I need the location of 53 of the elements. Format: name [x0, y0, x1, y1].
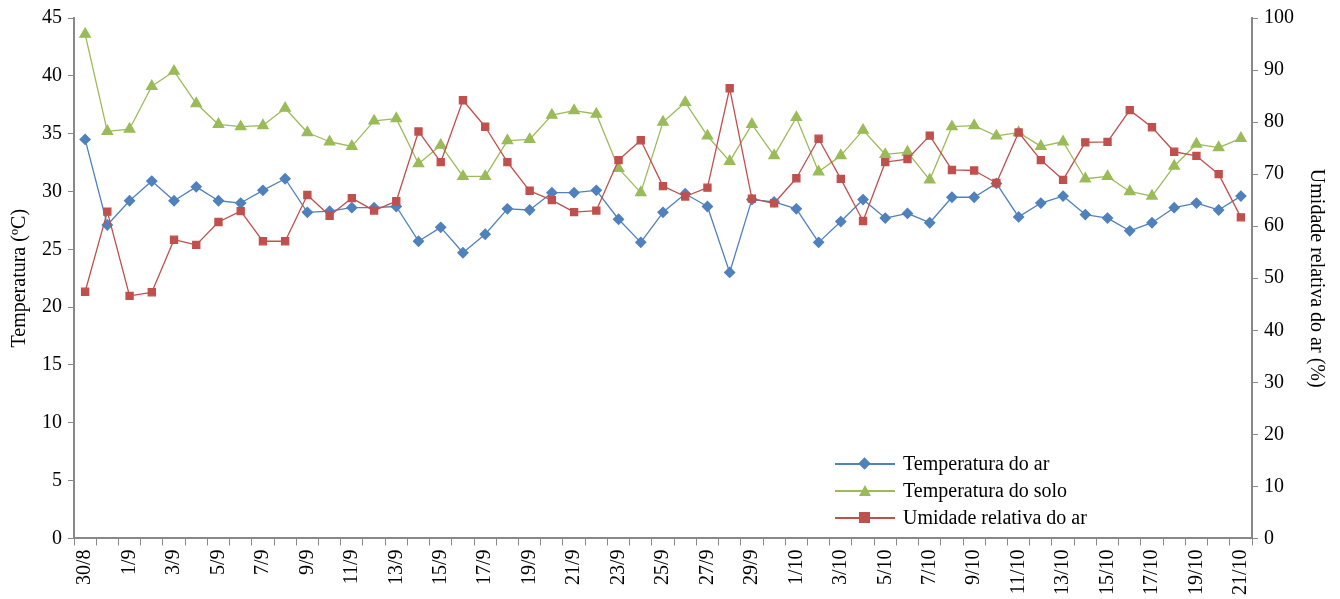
legend-label: Umidade relativa do ar [903, 506, 1087, 529]
y-tick-label: 40 [42, 63, 62, 86]
y2-tick-label: 30 [1264, 369, 1284, 392]
y-tick-label: 15 [42, 352, 62, 375]
x-tick-label: 3/10 [828, 549, 851, 586]
legend-label: Temperatura do solo [903, 479, 1068, 502]
y-axis-title: Temperatura (ºC) [7, 208, 31, 348]
y-tick-label: 20 [42, 294, 62, 317]
x-tick-label: 11/10 [1005, 549, 1028, 595]
x-tick-label: 11/9 [339, 549, 362, 585]
y2-tick-label: 40 [1264, 317, 1284, 340]
x-tick-label: 15/10 [1094, 549, 1117, 596]
y-tick-label: 45 [42, 5, 62, 28]
legend-label: Temperatura do ar [903, 452, 1050, 475]
y-tick-label: 0 [52, 525, 62, 548]
x-tick-label: 27/9 [694, 549, 717, 586]
y-tick-label: 25 [42, 236, 62, 259]
x-tick-label: 21/10 [1228, 549, 1251, 596]
y2-tick-label: 100 [1264, 5, 1294, 28]
x-tick-label: 1/10 [783, 549, 806, 586]
x-tick-label: 7/9 [250, 549, 273, 576]
x-tick-label: 13/9 [383, 549, 406, 586]
x-tick-label: 7/10 [916, 549, 939, 586]
y2-tick-label: 70 [1264, 161, 1284, 184]
y2-tick-label: 80 [1264, 109, 1284, 132]
x-tick-label: 30/8 [72, 549, 95, 586]
x-tick-label: 3/9 [161, 549, 184, 576]
x-tick-label: 21/9 [561, 549, 584, 586]
y2-tick-label: 90 [1264, 57, 1284, 80]
y2-axis-title: Umidade relativa do ar (%) [1305, 168, 1329, 388]
x-tick-label: 17/10 [1139, 549, 1162, 596]
x-tick-label: 25/9 [650, 549, 673, 586]
x-tick-label: 9/10 [961, 549, 984, 586]
x-tick-label: 23/9 [605, 549, 628, 586]
x-tick-label: 19/10 [1183, 549, 1206, 596]
y2-tick-label: 20 [1264, 421, 1284, 444]
x-tick-label: 1/9 [116, 549, 139, 576]
x-tick-label: 19/9 [516, 549, 539, 586]
y-tick-label: 5 [52, 467, 62, 490]
x-tick-label: 9/9 [294, 549, 317, 576]
x-tick-label: 5/9 [205, 549, 228, 576]
x-tick-label: 15/9 [427, 549, 450, 586]
y2-tick-label: 0 [1264, 525, 1274, 548]
y2-tick-label: 60 [1264, 213, 1284, 236]
x-tick-label: 17/9 [472, 549, 495, 586]
y-tick-label: 35 [42, 120, 62, 143]
x-tick-label: 29/9 [739, 549, 762, 586]
y-tick-label: 30 [42, 178, 62, 201]
y2-tick-label: 10 [1264, 473, 1284, 496]
y2-tick-label: 50 [1264, 265, 1284, 288]
y-tick-label: 10 [42, 410, 62, 433]
x-tick-label: 5/10 [872, 549, 895, 586]
x-tick-label: 13/10 [1050, 549, 1073, 596]
